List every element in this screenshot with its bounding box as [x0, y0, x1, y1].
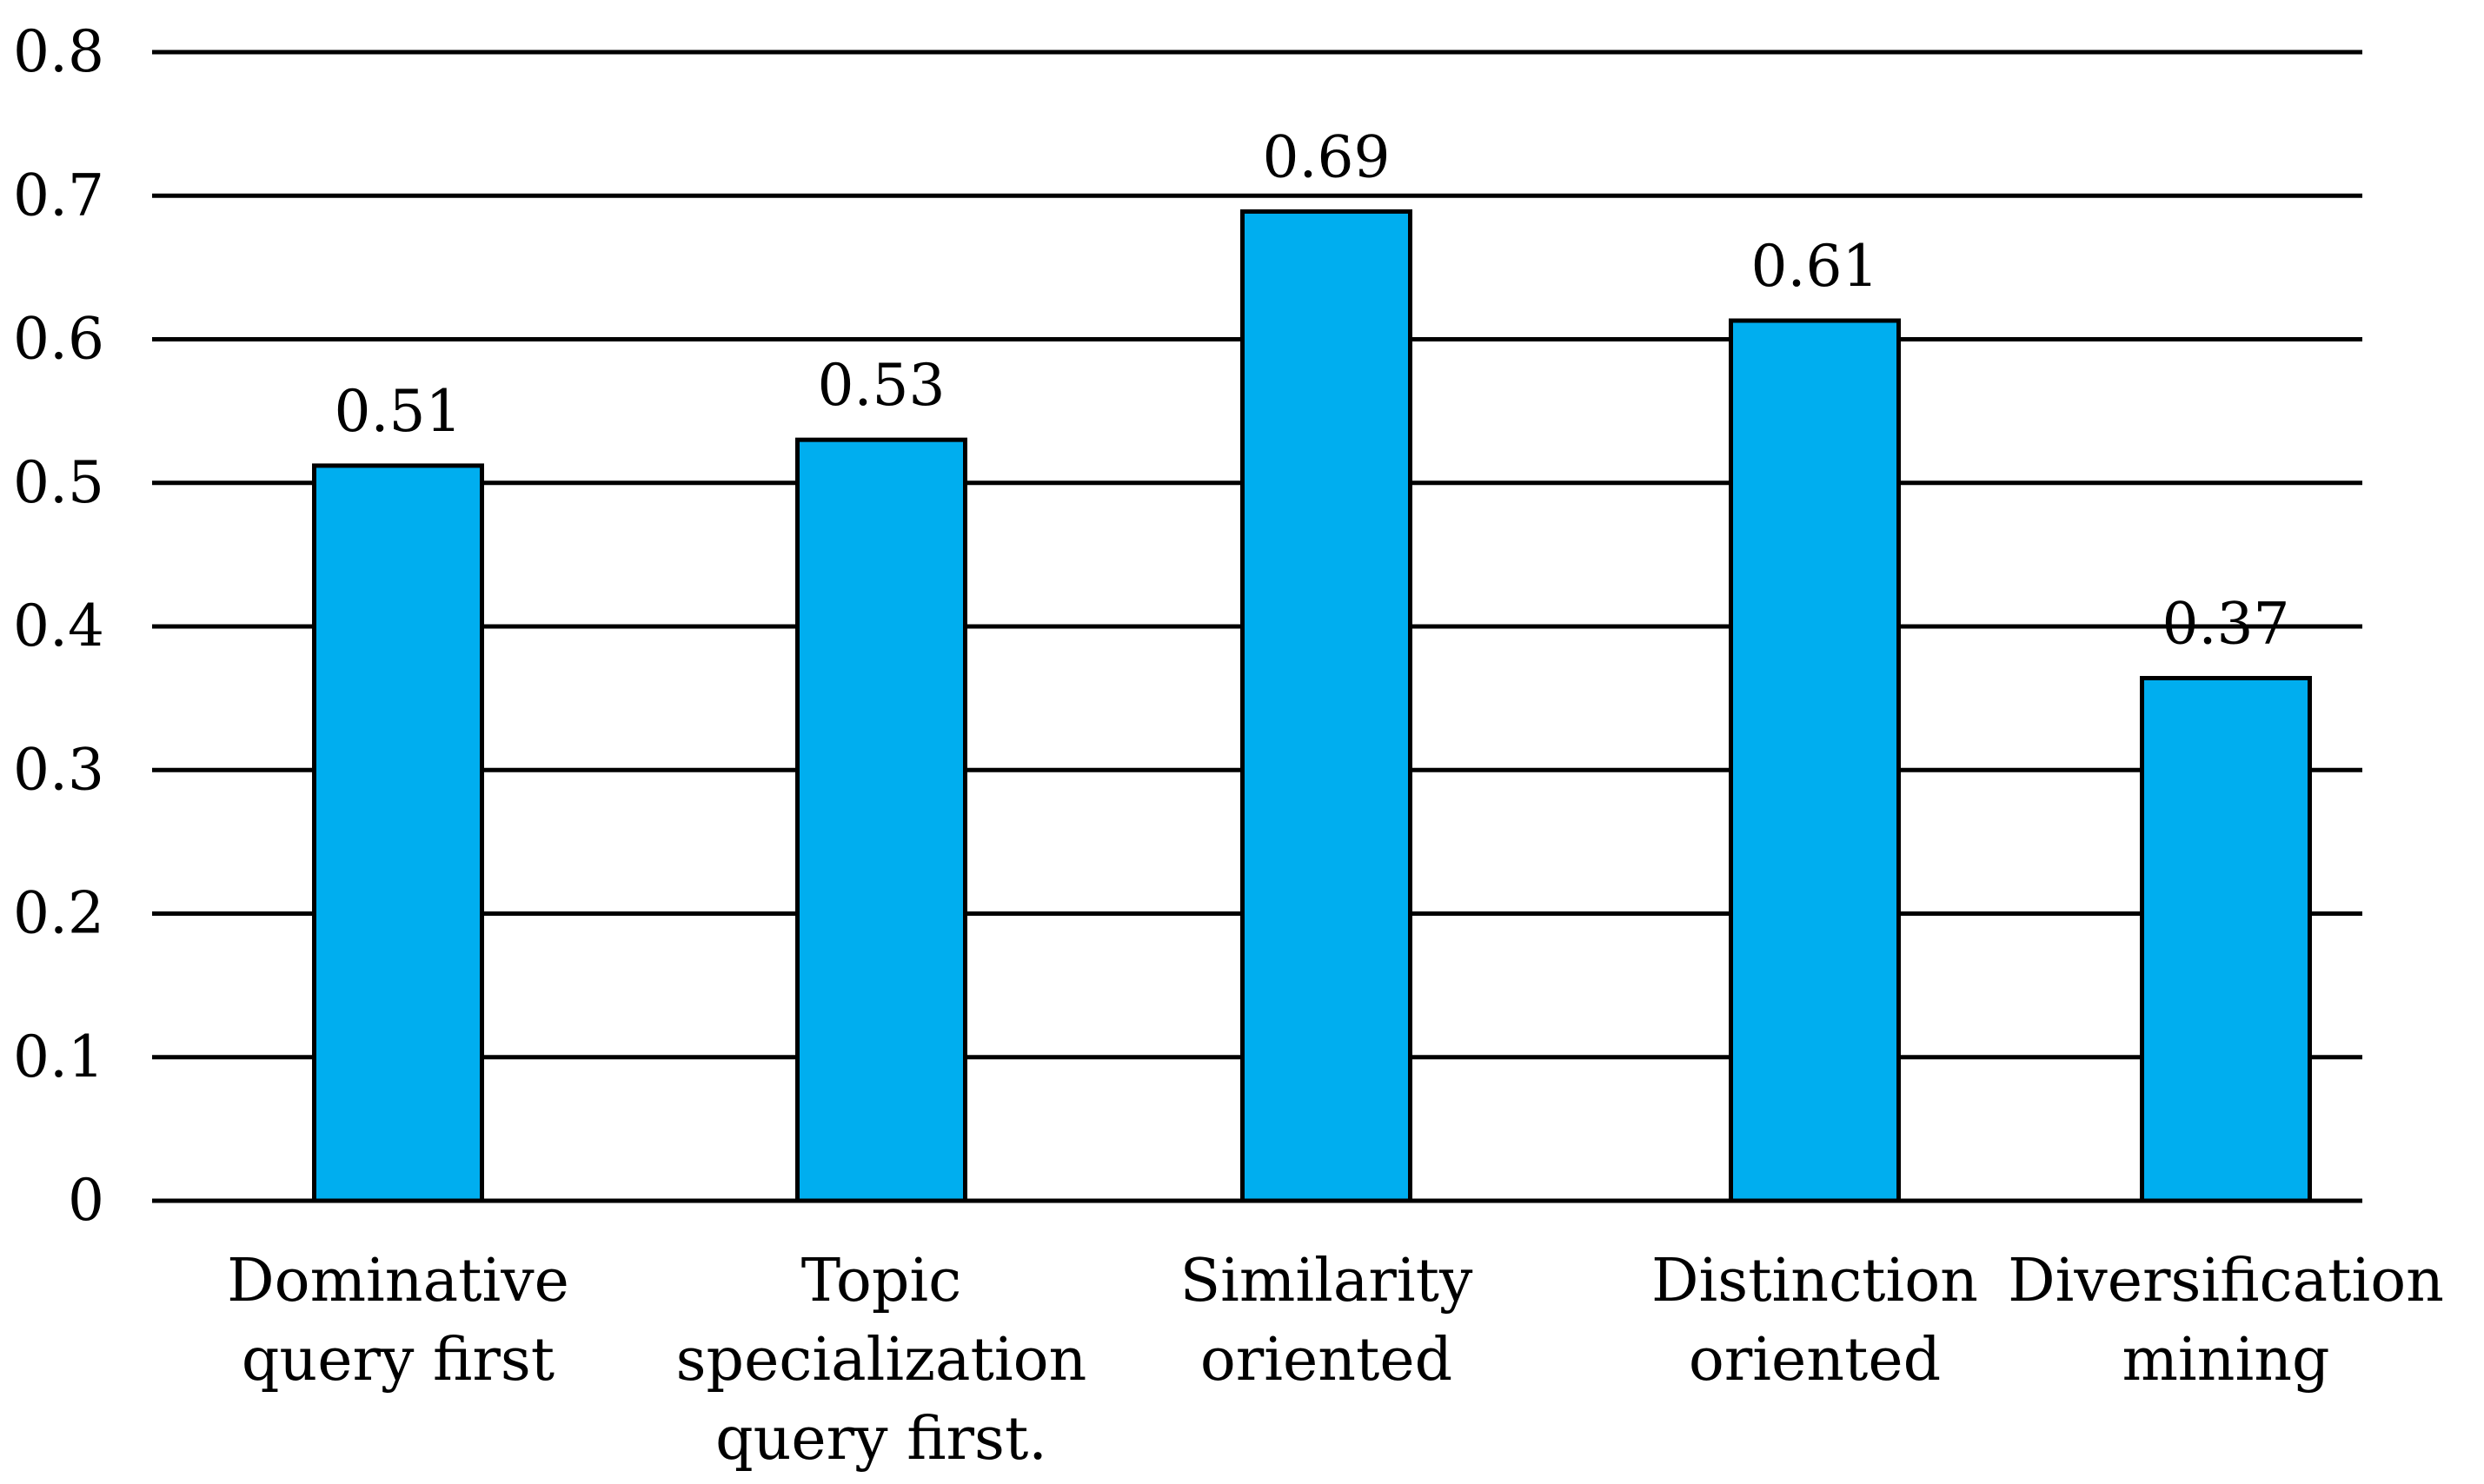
category-label-5: Diversification mining: [2008, 1247, 2444, 1395]
data-label-3: 0.69: [1263, 123, 1391, 190]
bar-1: [312, 463, 484, 1203]
y-tick-label: 0.1: [13, 1024, 104, 1090]
y-tick-label: 0.5: [13, 449, 104, 516]
category-label-1: Dominative query first: [227, 1247, 569, 1395]
category-label-line: Diversification: [2008, 1247, 2444, 1315]
bar-2: [795, 437, 967, 1203]
y-tick-label: 0.8: [13, 18, 104, 85]
category-label-line: Similarity: [1180, 1247, 1473, 1315]
y-axis-tick-labels: 0 0.1 0.2 0.3 0.4 0.5 0.6 0.7 0.8: [13, 18, 104, 1234]
category-label-3: Similarity oriented: [1180, 1247, 1473, 1395]
category-label-line: oriented: [1200, 1326, 1452, 1395]
y-tick-label: 0.4: [13, 593, 104, 659]
bars: [312, 209, 2312, 1203]
bar-3: [1240, 209, 1412, 1203]
y-tick-label: 0.7: [13, 162, 104, 229]
category-label-line: Topic: [801, 1247, 961, 1315]
category-label-4: Distinction oriented: [1651, 1247, 1978, 1395]
data-label-4: 0.61: [1751, 233, 1879, 300]
category-label-line: Distinction: [1651, 1247, 1978, 1315]
data-label-1: 0.51: [335, 378, 462, 445]
bar-5: [2140, 675, 2312, 1203]
bar-4: [1729, 318, 1901, 1203]
y-tick-label: 0.6: [13, 306, 104, 373]
x-axis-category-labels: Dominative query first Topic specialization…: [227, 1247, 2444, 1474]
data-label-5: 0.37: [2162, 590, 2290, 657]
category-label-line: mining: [2122, 1326, 2329, 1395]
y-tick-label: 0: [68, 1167, 104, 1234]
category-label-line: specialization: [676, 1326, 1087, 1395]
category-label-line: query first.: [715, 1405, 1047, 1474]
data-labels: 0.51 0.53 0.69 0.61 0.37: [335, 123, 2290, 657]
category-label-line: query first: [242, 1326, 555, 1395]
category-label-line: oriented: [1689, 1326, 1941, 1395]
category-label-2: Topic specialization query first.: [676, 1247, 1087, 1474]
y-tick-label: 0.3: [13, 736, 104, 803]
y-tick-label: 0.2: [13, 880, 104, 947]
data-label-2: 0.53: [818, 352, 946, 419]
category-label-line: Dominative: [227, 1247, 569, 1315]
